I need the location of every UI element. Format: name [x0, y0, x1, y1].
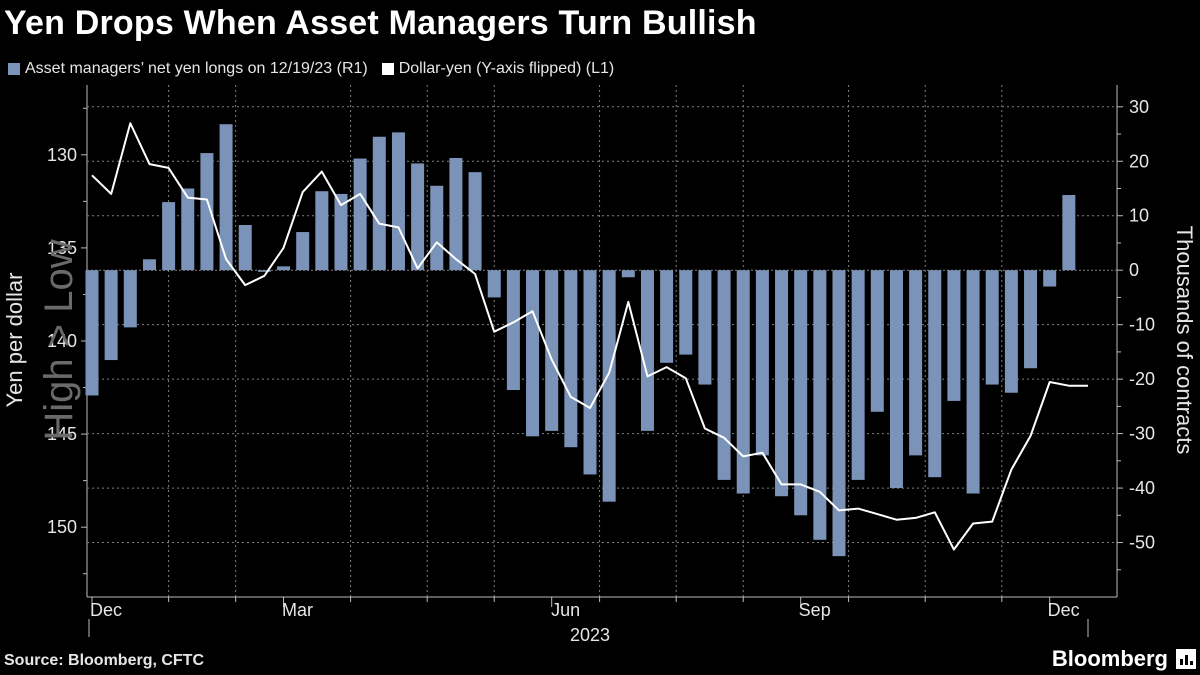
legend-item-line: Dollar-yen (Y-axis flipped) (L1)	[381, 60, 615, 78]
bar	[85, 270, 99, 396]
bar	[334, 193, 348, 271]
bar	[870, 270, 884, 412]
bar	[353, 158, 367, 271]
brand-logo: Bloomberg	[1052, 646, 1196, 672]
right-axis-label: Thousands of contracts	[1172, 226, 1197, 455]
legend-label-bars: Asset managers’ net yen longs on 12/19/2…	[25, 60, 368, 77]
bar	[277, 266, 291, 271]
x-tick-label: Sep	[799, 600, 831, 620]
bar	[583, 270, 597, 475]
bar	[104, 270, 118, 361]
bar	[391, 132, 405, 271]
left-tick-label: 135	[47, 238, 77, 258]
bar	[449, 157, 463, 271]
bar	[181, 188, 195, 271]
bar	[640, 270, 654, 431]
bar	[487, 270, 501, 298]
bar	[142, 259, 156, 271]
right-tick-label: 30	[1129, 97, 1149, 117]
bar	[506, 270, 520, 391]
bar	[1004, 270, 1018, 393]
bar	[660, 270, 674, 363]
bar	[123, 270, 137, 328]
legend-item-bars: Asset managers’ net yen longs on 12/19/2…	[8, 60, 368, 78]
bar	[832, 270, 846, 557]
left-tick-label: 130	[47, 145, 77, 165]
bar	[526, 270, 540, 437]
bar	[602, 270, 616, 502]
bar	[1043, 270, 1057, 287]
left-tick-label: 140	[47, 331, 77, 351]
right-tick-label: 10	[1129, 206, 1149, 226]
source-note: Source: Bloomberg, CFTC	[4, 652, 205, 669]
bar	[564, 270, 578, 448]
bar	[162, 202, 176, 271]
left-tick-label: 145	[47, 424, 77, 444]
bar	[794, 270, 808, 516]
x-year-label: 2023	[570, 625, 610, 645]
bar	[430, 185, 444, 271]
bar	[545, 270, 559, 431]
left-tick-label: 150	[47, 517, 77, 537]
right-tick-label: -20	[1129, 369, 1155, 389]
legend: Asset managers’ net yen longs on 12/19/2…	[8, 60, 628, 78]
bar	[679, 270, 693, 355]
axis-watermark: High > Low	[37, 239, 81, 440]
brand-name: Bloomberg	[1051, 646, 1168, 671]
right-tick-label: 0	[1129, 260, 1139, 280]
bar	[947, 270, 961, 401]
bar	[909, 270, 923, 456]
legend-swatch-line	[381, 63, 394, 75]
bar	[966, 270, 980, 494]
right-tick-label: -40	[1129, 478, 1155, 498]
right-tick-label: 20	[1129, 151, 1149, 171]
bloomberg-chart-icon	[1176, 649, 1196, 669]
bar	[755, 270, 769, 456]
bar	[1024, 270, 1038, 369]
bar	[296, 232, 310, 271]
bar	[219, 124, 233, 271]
bar	[736, 270, 750, 494]
x-tick-label: Jun	[551, 600, 580, 620]
bar	[621, 270, 635, 278]
bar	[238, 224, 252, 271]
bar	[985, 270, 999, 385]
bar	[889, 270, 903, 489]
dollar-yen-line	[91, 122, 1088, 551]
x-tick-label: Mar	[282, 600, 313, 620]
bar	[200, 153, 214, 271]
right-tick-label: -50	[1129, 533, 1155, 553]
bar	[928, 270, 942, 478]
bar	[372, 136, 386, 271]
right-tick-label: -10	[1129, 315, 1155, 335]
bar	[717, 270, 731, 480]
bar	[775, 270, 789, 497]
bar	[851, 270, 865, 480]
bar	[315, 191, 329, 271]
x-tick-label: Dec	[90, 600, 122, 620]
bar	[1062, 195, 1076, 271]
legend-swatch-bars	[8, 63, 20, 75]
bar	[257, 270, 271, 272]
bar	[698, 270, 712, 385]
bar	[411, 163, 425, 271]
chart-title: Yen Drops When Asset Managers Turn Bulli…	[4, 4, 757, 42]
x-tick-label: Dec	[1048, 600, 1080, 620]
right-tick-label: -30	[1129, 424, 1155, 444]
bar	[813, 270, 827, 540]
left-axis-label: Yen per dollar	[2, 273, 27, 408]
bar	[468, 172, 482, 271]
legend-label-line: Dollar-yen (Y-axis flipped) (L1)	[398, 60, 615, 77]
